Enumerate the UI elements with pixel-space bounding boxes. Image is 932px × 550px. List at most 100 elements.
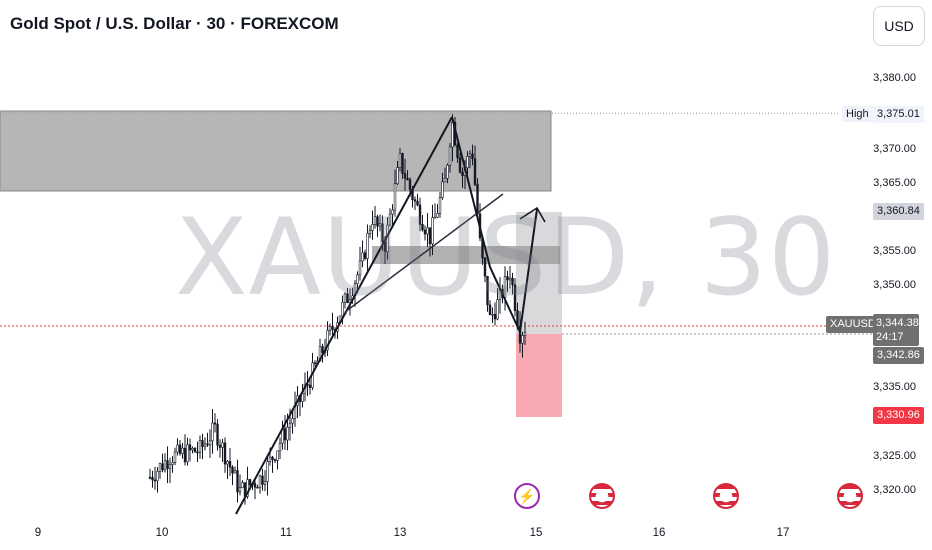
us-flag-icon[interactable] xyxy=(837,483,863,509)
candle-body xyxy=(206,443,209,446)
candle-body xyxy=(413,199,417,202)
candle xyxy=(233,466,237,474)
price-tick: 3,325.00 xyxy=(873,450,916,462)
candle xyxy=(423,225,427,241)
candle-body xyxy=(203,443,207,447)
candle xyxy=(456,142,459,163)
candle-body xyxy=(373,216,377,225)
candle-body xyxy=(476,184,479,215)
candle xyxy=(158,462,162,479)
candle xyxy=(358,246,362,281)
candle xyxy=(181,442,184,459)
candle-body xyxy=(471,153,474,160)
price-tick: 3,355.00 xyxy=(873,245,916,257)
candle xyxy=(396,160,399,185)
candle xyxy=(508,266,512,289)
candle-body xyxy=(493,313,497,320)
candle-body xyxy=(291,418,294,424)
candle-body xyxy=(523,332,527,336)
candle-body xyxy=(408,179,412,190)
candle-body xyxy=(181,447,184,454)
candle-body xyxy=(443,177,447,183)
target-price-tag: 3,360.84 xyxy=(873,203,924,220)
candle xyxy=(231,465,234,486)
candle xyxy=(331,312,334,339)
candle-body xyxy=(308,384,312,388)
candle-body xyxy=(161,463,164,471)
candle xyxy=(196,441,199,462)
target-zone xyxy=(516,212,562,334)
time-tick: 15 xyxy=(529,527,543,539)
entry-price-tag: 3,342.86 xyxy=(873,347,924,364)
candle xyxy=(388,208,392,227)
candle xyxy=(483,256,487,283)
candle-body xyxy=(398,153,402,168)
candle-body xyxy=(368,230,372,234)
candle-body xyxy=(263,481,267,485)
candle-body xyxy=(458,157,462,173)
candle-body xyxy=(496,299,499,320)
candle xyxy=(168,457,172,483)
candle-body xyxy=(473,158,477,185)
currency-button[interactable]: USD xyxy=(873,6,925,46)
candle-body xyxy=(483,257,487,277)
candle-body xyxy=(503,276,507,298)
candle-body xyxy=(273,459,277,461)
candle xyxy=(173,447,177,466)
candle-body xyxy=(173,451,177,463)
uptrend-line xyxy=(235,116,453,515)
candle-body xyxy=(176,444,179,453)
candle xyxy=(421,214,424,232)
projection-path xyxy=(451,116,538,336)
candle xyxy=(171,456,174,473)
arrow-head-icon xyxy=(519,206,546,223)
candle-body xyxy=(511,277,514,286)
candle-body xyxy=(341,302,344,317)
candle-body xyxy=(423,229,427,235)
candle-body xyxy=(343,293,347,303)
candle-body xyxy=(371,224,374,231)
candle xyxy=(278,437,282,460)
candle-body xyxy=(268,456,272,462)
candle xyxy=(448,143,452,173)
candle-body xyxy=(401,153,404,174)
time-tick: 10 xyxy=(155,527,169,539)
candle xyxy=(223,437,227,473)
candle xyxy=(258,474,262,494)
candle xyxy=(343,292,347,309)
candle xyxy=(261,468,264,491)
candle xyxy=(201,433,204,460)
candle-body xyxy=(163,460,167,471)
candle xyxy=(461,167,464,188)
candle-body xyxy=(223,442,227,465)
candle xyxy=(393,169,397,217)
us-flag-icon[interactable] xyxy=(589,483,615,509)
candle xyxy=(216,419,219,451)
time-tick: 9 xyxy=(34,527,42,539)
candle xyxy=(161,453,164,473)
candle xyxy=(373,206,377,229)
candle-body xyxy=(193,448,197,453)
price-tick: 3,365.00 xyxy=(873,177,916,189)
candle xyxy=(436,204,439,219)
price-tick: 3,370.00 xyxy=(873,143,916,155)
candle xyxy=(486,275,489,312)
time-tick: 16 xyxy=(652,527,666,539)
candle xyxy=(313,360,317,367)
candle-body xyxy=(168,464,172,469)
candle-body xyxy=(431,217,434,245)
candle xyxy=(521,331,524,358)
candle-body xyxy=(366,233,369,259)
us-flag-icon[interactable] xyxy=(713,483,739,509)
candle-body xyxy=(521,335,524,344)
time-tick: 13 xyxy=(393,527,407,539)
candle-body xyxy=(241,482,244,488)
lightning-icon[interactable]: ⚡ xyxy=(514,483,540,509)
candle-body xyxy=(166,460,169,469)
candle-body xyxy=(491,313,494,316)
candle-body xyxy=(388,213,392,226)
candle xyxy=(446,163,449,184)
candle xyxy=(471,144,474,166)
